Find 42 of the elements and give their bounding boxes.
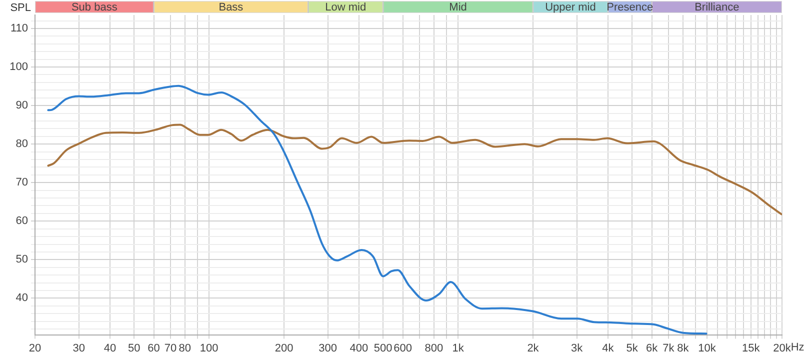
x-tick-label: 6k: [646, 342, 658, 354]
x-tick-label: 2k: [527, 342, 540, 354]
x-tick-label: 70: [164, 342, 177, 354]
x-tick-label: 300: [318, 342, 338, 354]
x-axis-title: Hz: [790, 341, 804, 354]
x-tick-label: 3k: [571, 342, 584, 354]
x-tick-label: 15k: [742, 342, 760, 354]
y-tick-label: 60: [16, 215, 28, 228]
x-tick-label: 5k: [626, 342, 638, 354]
series-label: Upper mid: [545, 2, 596, 14]
series-label: Bass: [218, 2, 244, 14]
y-tick-label: 50: [16, 254, 28, 266]
y-tick-label: 70: [16, 176, 28, 189]
x-tick-label: 30: [72, 342, 85, 354]
series-label: Presence: [606, 2, 654, 14]
y-tick-label: 100: [10, 61, 28, 74]
series-label: Low mid: [325, 2, 366, 14]
x-tick-label: 4k: [602, 342, 614, 354]
x-tick-label: 400: [350, 342, 368, 354]
x-tick-label: 1k: [452, 342, 464, 354]
y-axis-title: SPL: [10, 2, 31, 14]
x-tick-label: 10k: [698, 342, 716, 354]
x-tick-label: 80: [178, 342, 192, 354]
x-tick-label: 50: [128, 342, 140, 354]
series-label: Brilliance: [694, 2, 740, 14]
x-tick-label: 20: [28, 342, 42, 354]
x-tick-label: 7k: [662, 342, 675, 354]
y-tick-label: 90: [16, 100, 28, 112]
series-label: Sub bass: [71, 2, 118, 14]
x-tick-label: 800: [424, 342, 444, 354]
x-tick-label: 8k: [677, 342, 690, 354]
y-tick-label: 110: [10, 22, 28, 35]
x-tick-label: 100: [200, 342, 218, 354]
y-tick-label: 80: [16, 138, 28, 150]
x-tick-label: 500: [374, 342, 392, 354]
x-tick-label: 20k: [773, 342, 792, 354]
series-label: Mid: [449, 2, 467, 14]
y-tick-label: 40: [16, 292, 28, 304]
x-tick-label: 60: [148, 342, 160, 354]
x-tick-label: 40: [104, 342, 116, 354]
x-tick-label: 200: [274, 342, 294, 354]
x-tick-label: 600: [394, 342, 412, 354]
